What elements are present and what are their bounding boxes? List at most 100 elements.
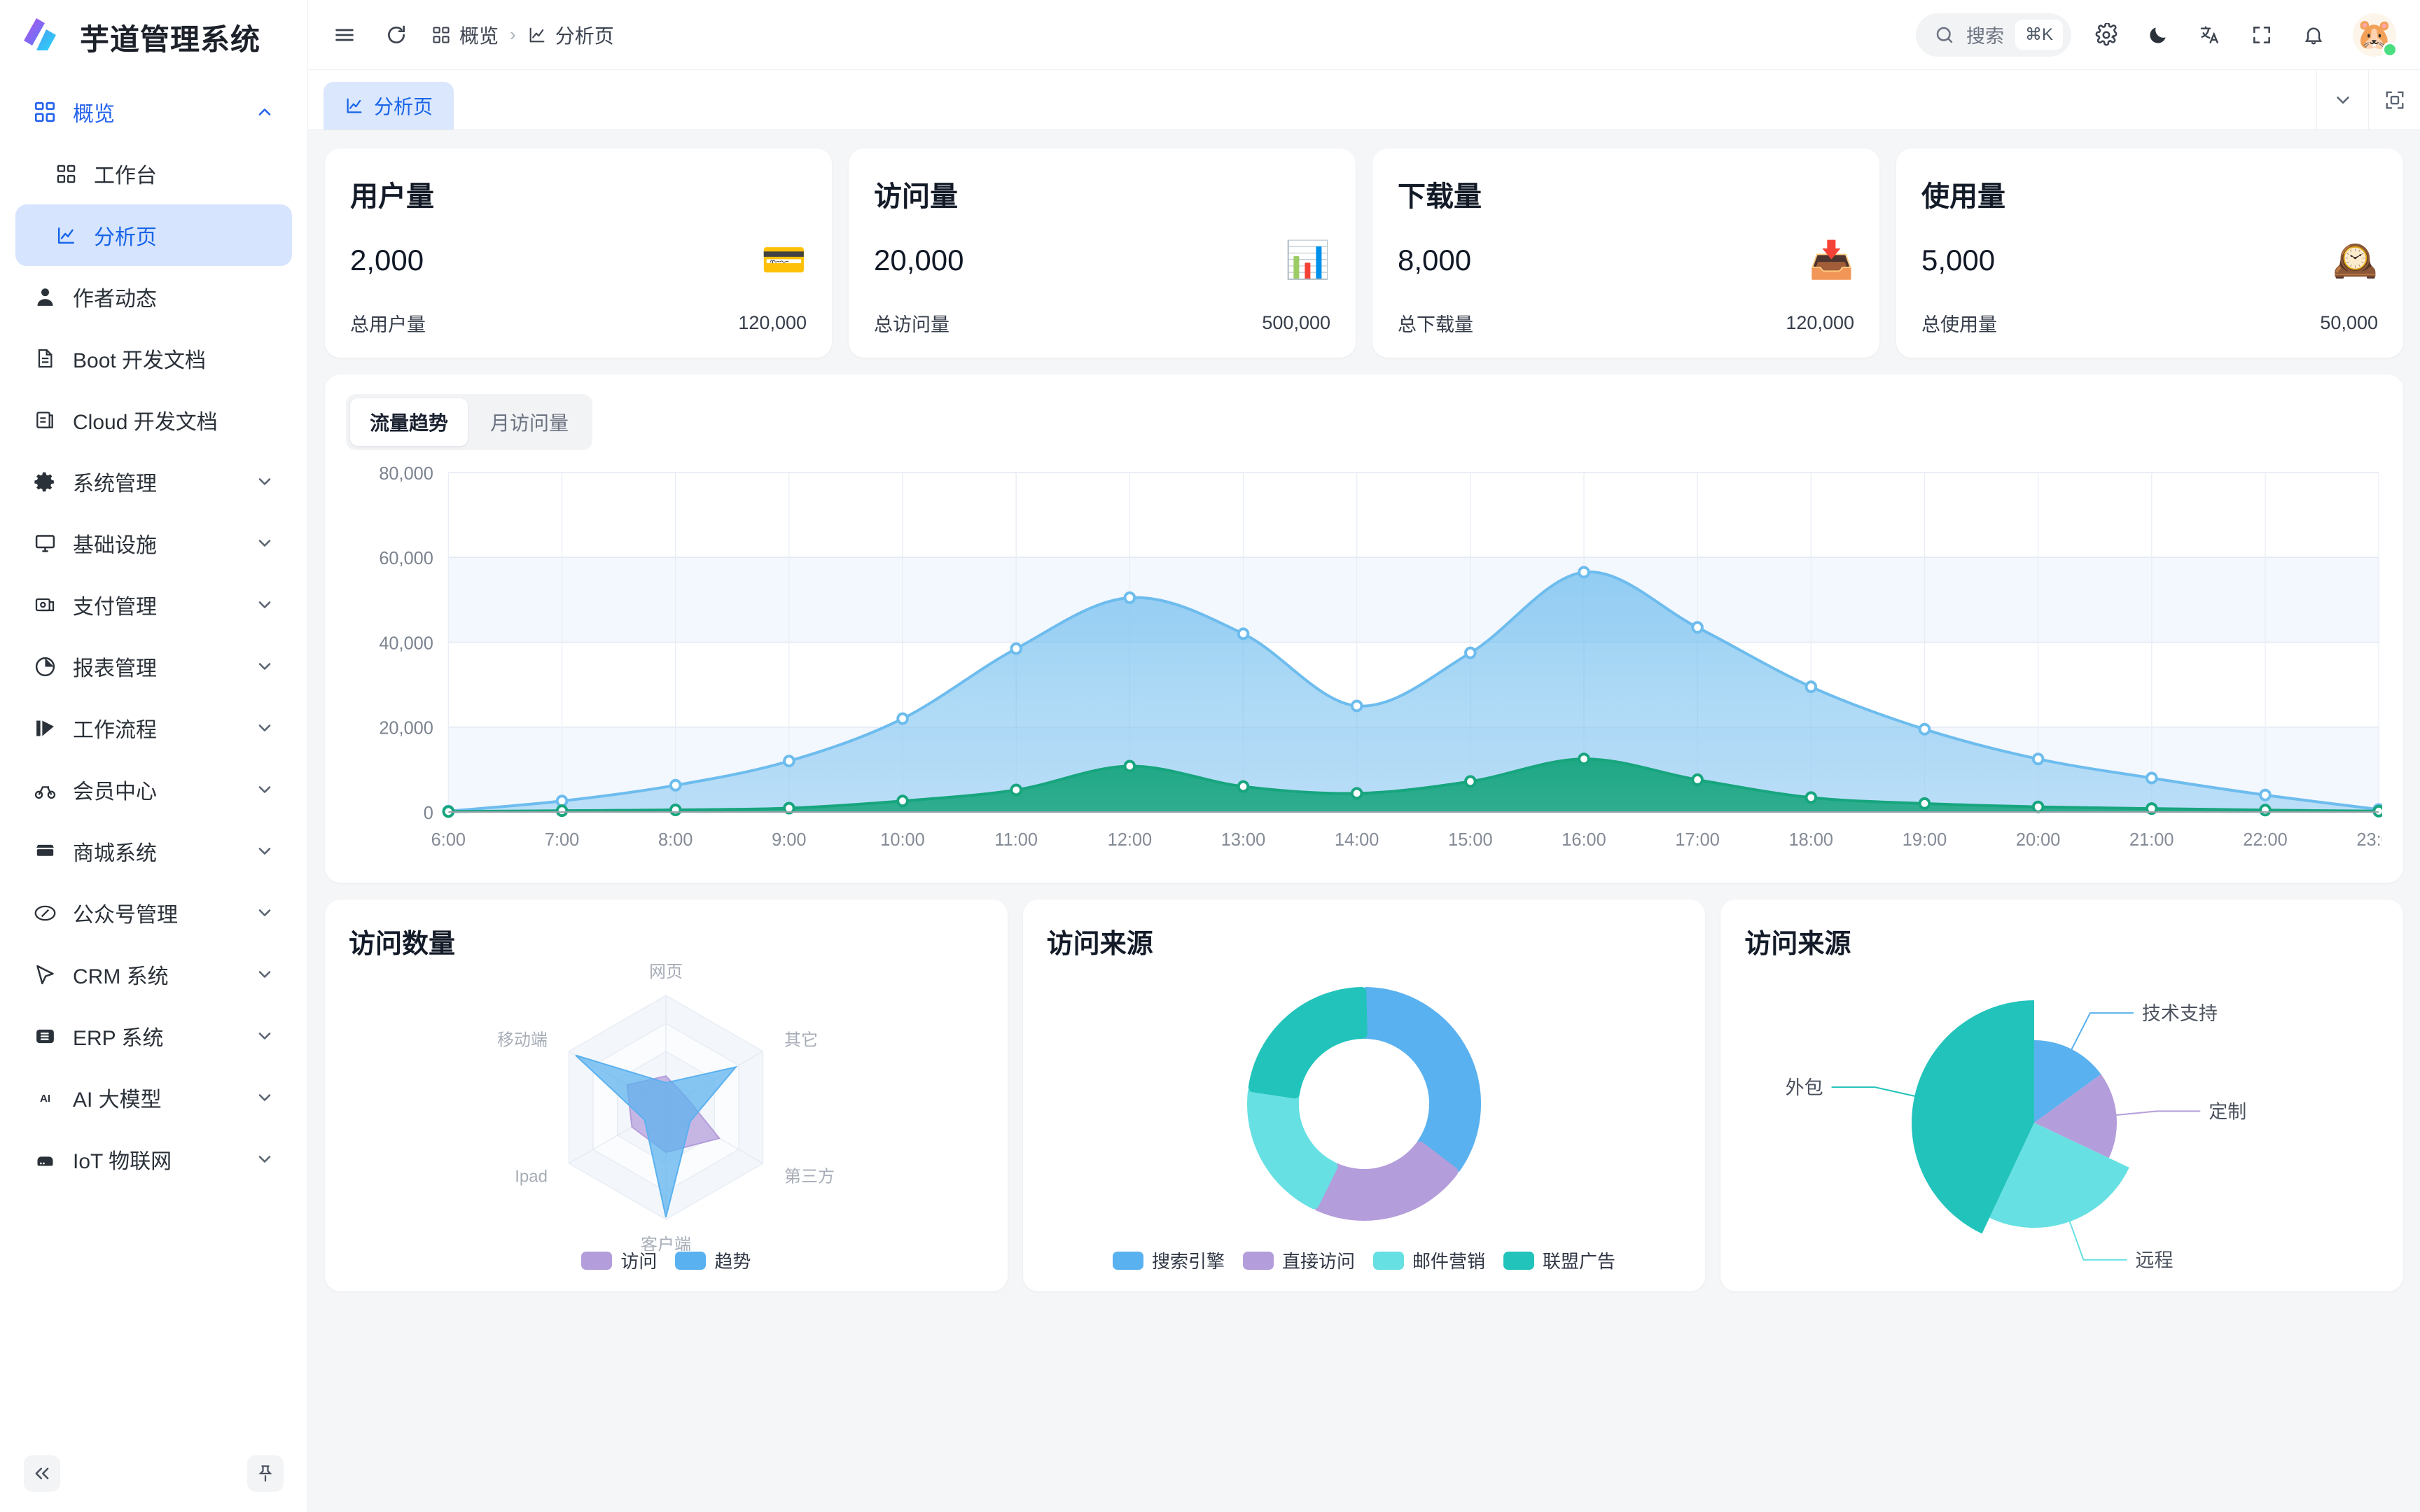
- monitor-icon: [31, 529, 59, 557]
- hamburger-icon[interactable]: [328, 18, 361, 52]
- refresh-icon[interactable]: [380, 18, 413, 52]
- collapse-sidebar-button[interactable]: [24, 1455, 60, 1492]
- stat-value: 5,000: [1921, 244, 1996, 276]
- trend-tab-traffic[interactable]: 流量趋势: [350, 398, 468, 446]
- brand[interactable]: 芋道管理系统: [0, 0, 307, 74]
- sidebar-item-payment-management[interactable]: 支付管理: [15, 574, 292, 636]
- sidebar-item-boot-docs[interactable]: Boot 开发文档: [15, 328, 292, 389]
- notifications-button[interactable]: [2297, 18, 2330, 52]
- legend-item[interactable]: 联盟广告: [1503, 1247, 1615, 1273]
- clock-icon: 🕰️: [2332, 240, 2378, 281]
- search-icon: [1934, 24, 1955, 46]
- stat-value: 2,000: [350, 244, 424, 276]
- avatar[interactable]: 🐹: [2353, 13, 2398, 57]
- panel-title: 访问数量: [349, 930, 456, 959]
- sidebar-item-ai-model[interactable]: AI AI 大模型: [15, 1067, 292, 1128]
- legend-item[interactable]: 搜索引擎: [1112, 1247, 1225, 1273]
- legend-swatch: [675, 1251, 707, 1270]
- payment-icon: [31, 591, 59, 619]
- sidebar-item-workflow[interactable]: 工作流程: [15, 697, 292, 759]
- grid-icon: [431, 25, 451, 45]
- compass-icon: [31, 899, 59, 927]
- trend-tabs: 流量趋势 月访问量: [346, 394, 593, 450]
- tabbar-actions: [2316, 70, 2420, 130]
- flow-icon: [31, 714, 59, 742]
- language-button[interactable]: [2193, 18, 2227, 52]
- sidebar-item-cloud-docs[interactable]: Cloud 开发文档: [15, 389, 292, 451]
- svg-text:网页: 网页: [649, 962, 683, 981]
- visit-count-card: 访问数量 网页 其它 第三方 客户端 Ipad 移动端 访问 趋势: [325, 899, 1008, 1292]
- sidebar-item-label: 报表管理: [73, 657, 157, 680]
- stat-title: 用户量: [350, 181, 434, 212]
- sidebar-item-workbench[interactable]: 工作台: [15, 143, 292, 204]
- content-area: 用户量 2,000 💳 总用户量 120,000 访问量 20,000 📊: [308, 130, 2420, 1512]
- donut-chart: [1047, 960, 1682, 1247]
- copy-icon: [31, 406, 59, 434]
- svg-text:第三方: 第三方: [784, 1168, 835, 1186]
- stat-card-usage: 使用量 5,000 🕰️ 总使用量 50,000: [1896, 148, 2403, 358]
- stat-value: 8,000: [1398, 244, 1472, 276]
- donut-legend: 搜索引擎 直接访问 邮件营销 联盟广告: [1047, 1247, 1682, 1278]
- dark-mode-button[interactable]: [2141, 18, 2175, 52]
- search-button[interactable]: 搜索 ⌘K: [1915, 13, 2071, 57]
- sidebar-item-label: 商城系统: [73, 842, 157, 865]
- stat-foot-label: 总访问量: [874, 314, 950, 335]
- grid-icon: [52, 160, 80, 188]
- stat-foot-value: 120,000: [1786, 312, 1854, 333]
- chart-line-icon: [527, 25, 547, 45]
- sidebar-item-author-feed[interactable]: 作者动态: [15, 266, 292, 328]
- sidebar-item-report-management[interactable]: 报表管理: [15, 636, 292, 697]
- trend-tab-monthly[interactable]: 月访问量: [490, 412, 569, 434]
- chevron-down-icon: [253, 1086, 277, 1110]
- breadcrumb-item-analysis[interactable]: 分析页: [527, 21, 614, 49]
- sidebar-item-overview[interactable]: 概览: [15, 81, 292, 143]
- ai-icon: AI: [31, 1084, 59, 1112]
- rose-pie-chart: 技术支持 定制 远程 外包: [1744, 960, 2379, 1278]
- sidebar-item-label: 工作流程: [73, 719, 157, 742]
- breadcrumb-label: 概览: [459, 24, 499, 47]
- yudao-logo-icon: [21, 15, 64, 59]
- stat-cards: 用户量 2,000 💳 总用户量 120,000 访问量 20,000 📊: [325, 148, 2403, 358]
- pin-sidebar-button[interactable]: [247, 1455, 284, 1492]
- stat-main: 5,000 🕰️: [1921, 242, 2378, 279]
- stat-card-downloads: 下载量 8,000 📥 总下载量 120,000: [1372, 148, 1879, 358]
- sidebar-item-crm-system[interactable]: CRM 系统: [15, 944, 292, 1005]
- legend-label: 趋势: [714, 1251, 751, 1272]
- sidebar-item-erp-system[interactable]: ERP 系统: [15, 1005, 292, 1067]
- sidebar-item-analysis[interactable]: 分析页: [15, 204, 292, 266]
- svg-text:40,000: 40,000: [379, 634, 433, 653]
- svg-text:14:00: 14:00: [1335, 830, 1379, 850]
- breadcrumb-item-overview[interactable]: 概览: [431, 21, 499, 49]
- stat-footer: 总下载量 120,000: [1398, 309, 1854, 337]
- chart-line-icon: [345, 96, 364, 115]
- chevron-down-icon: [253, 839, 277, 863]
- content-fullscreen-button[interactable]: [2368, 70, 2420, 130]
- stat-main: 2,000 💳: [350, 242, 807, 279]
- chevron-down-icon: [253, 962, 277, 986]
- legend-item[interactable]: 趋势: [675, 1247, 751, 1273]
- legend-item[interactable]: 邮件营销: [1373, 1247, 1485, 1273]
- svg-text:80,000: 80,000: [379, 465, 433, 484]
- sidebar-item-official-account[interactable]: 公众号管理: [15, 882, 292, 944]
- sidebar-item-system-management[interactable]: 系统管理: [15, 451, 292, 512]
- legend-label: 搜索引擎: [1151, 1251, 1225, 1272]
- legend-item[interactable]: 访问: [581, 1247, 657, 1273]
- sidebar-item-mall-system[interactable]: 商城系统: [15, 820, 292, 882]
- tab-analysis[interactable]: 分析页: [324, 82, 454, 130]
- radar-chart: 网页 其它 第三方 客户端 Ipad 移动端: [349, 960, 984, 1251]
- settings-button[interactable]: [2089, 18, 2123, 52]
- main-area: 概览 › 分析页 搜索 ⌘K: [308, 0, 2420, 1512]
- sidebar-item-member-center[interactable]: 会员中心: [15, 759, 292, 820]
- sidebar-item-infrastructure[interactable]: 基础设施: [15, 512, 292, 574]
- tabbar: 分析页: [308, 70, 2420, 130]
- chevron-up-icon: [253, 100, 277, 124]
- pie-chart-icon: [31, 652, 59, 680]
- stat-footer: 总使用量 50,000: [1921, 309, 2378, 337]
- online-status-dot: [2382, 41, 2398, 57]
- svg-text:客户端: 客户端: [641, 1236, 691, 1251]
- sidebar-item-iot[interactable]: IoT 物联网: [15, 1128, 292, 1190]
- legend-label: 邮件营销: [1412, 1251, 1486, 1272]
- legend-item[interactable]: 直接访问: [1242, 1247, 1355, 1273]
- tab-dropdown-button[interactable]: [2316, 70, 2368, 130]
- fullscreen-button[interactable]: [2245, 18, 2279, 52]
